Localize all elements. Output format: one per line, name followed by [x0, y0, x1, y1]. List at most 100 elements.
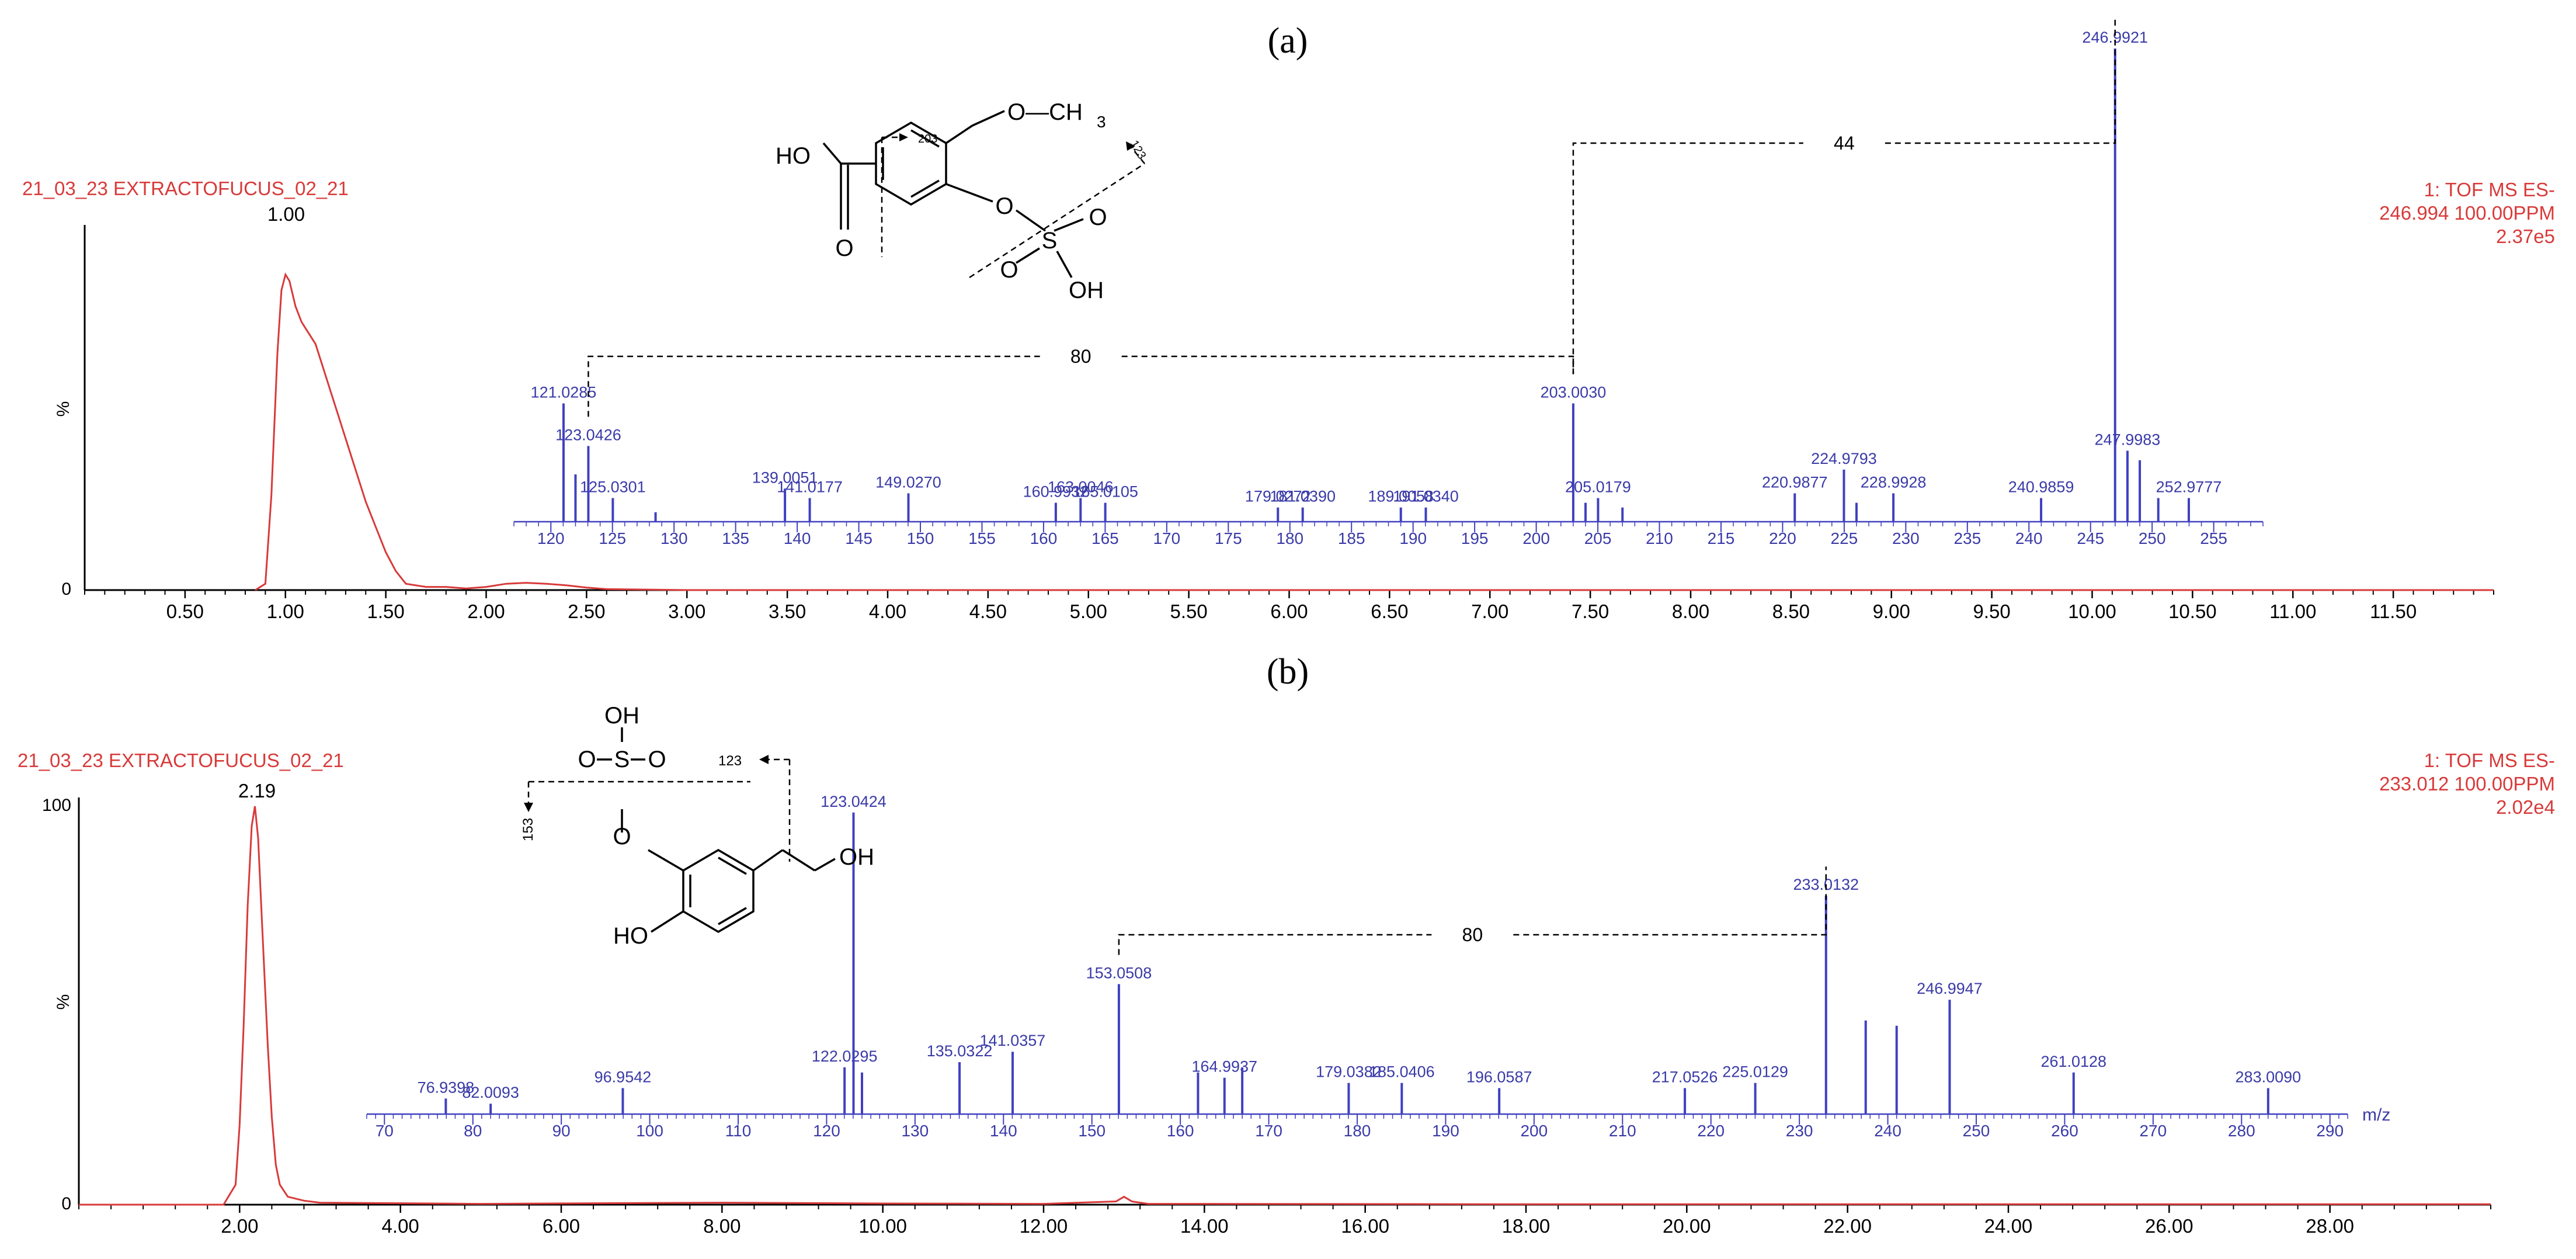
- inset-tick-label: 220: [1769, 529, 1796, 547]
- x-tick-label: 10.50: [2168, 601, 2217, 622]
- inset-tick-label: 145: [845, 529, 872, 547]
- peak-mz-label: 228.9928: [1861, 473, 1927, 491]
- inset-tick-label: 190: [1399, 529, 1427, 547]
- x-tick-label: 8.00: [703, 1215, 741, 1237]
- cleavage-arrow-a2: [1129, 145, 1145, 164]
- x-tick-label: 9.50: [1973, 601, 2011, 622]
- atom-chain-oh-b: OH: [839, 844, 874, 870]
- x-tick-label: 18.00: [1502, 1215, 1551, 1237]
- x-tick-label: 5.00: [1070, 601, 1107, 622]
- atom-so-1-b: O: [648, 747, 666, 772]
- trace-info-a-3: 2.37e5: [2496, 226, 2555, 247]
- panel-b: (b) 21_03_23 EXTRACTOFUCUS_02_21 1: TOF …: [18, 652, 2555, 1237]
- x-tick-label: 6.00: [1270, 601, 1308, 622]
- inset-tick-label: 80: [464, 1122, 482, 1140]
- structure-labels-b: OH O O S O HO OH 153 123: [520, 703, 874, 949]
- bond-ring-methoxy-a: [945, 124, 973, 144]
- bond-methoxy-o-a: [972, 110, 1005, 127]
- inset-tick-label: 70: [376, 1122, 394, 1140]
- y-tick-label-b-0: 0: [61, 1194, 71, 1213]
- atom-so-2-a: O: [1000, 257, 1018, 283]
- peak-mz-label: 121.0285: [531, 384, 597, 401]
- fragment-bracket: [1118, 866, 1827, 955]
- inset-tick-label: 250: [2139, 529, 2166, 547]
- bond-carboxyl-oh-a: [822, 142, 842, 165]
- inset-spectrum-a: 120 125 130 135 140 145 150 155 160 165 170 175 180 1…: [513, 19, 2264, 547]
- fragment-label-a-123: 123: [1128, 138, 1149, 162]
- peak-mz-label: 135.0322: [927, 1042, 993, 1060]
- x-tick-label: 7.50: [1572, 601, 1609, 622]
- peak-mz-label: 179.0382: [1316, 1063, 1382, 1081]
- peak-mz-label: 82.0093: [462, 1084, 519, 1101]
- x-tick-label: 1.50: [367, 601, 405, 622]
- atom-ring-o-b: O: [613, 824, 631, 849]
- x-tick-label: 11.50: [2370, 601, 2417, 622]
- peak-mz-label: 252.9777: [2156, 478, 2222, 496]
- inset-tick-label: 190: [1432, 1122, 1459, 1140]
- ring-double-bond-b2: [718, 907, 747, 925]
- inset-tick-label: 180: [1276, 529, 1303, 547]
- inset-tick-label: 175: [1215, 529, 1242, 547]
- fragment-loss-label: 44: [1834, 133, 1855, 154]
- inset-tick-label: 150: [1078, 1122, 1106, 1140]
- inset-tick-label: 230: [1892, 529, 1920, 547]
- y-axis-label-b: %: [54, 994, 73, 1010]
- inset-tick-label: 140: [784, 529, 811, 547]
- arrowhead-b1: [524, 803, 533, 812]
- fragment-bracket: [1572, 19, 2116, 374]
- arrowhead-a1: [899, 133, 908, 141]
- inset-tick-label: 185: [1338, 529, 1365, 547]
- peak-mz-label: 240.9859: [2008, 478, 2074, 496]
- structure-a: [822, 110, 1145, 279]
- peak-mz-label: 96.9542: [595, 1069, 652, 1086]
- panel-label-b: (b): [1267, 652, 1309, 692]
- x-tick-label: 2.50: [568, 601, 605, 622]
- y-tick-label-a-0: 0: [61, 580, 71, 599]
- x-tick-label: 6.00: [543, 1215, 580, 1237]
- x-tick-label: 14.00: [1180, 1215, 1229, 1237]
- inset-tick-label: 230: [1786, 1122, 1813, 1140]
- bond-s-oh-a: [1056, 251, 1073, 278]
- inset-tick-label: 170: [1153, 529, 1180, 547]
- inset-tick-label: 215: [1708, 529, 1735, 547]
- peak-mz-label: 139.0051: [752, 469, 818, 486]
- x-ticks-a: 0.50 1.00 1.50 2.00 2.50 3.00 3.50 4.00 4.50 5.00…: [84, 590, 2494, 622]
- cleavage-line-a2: [969, 162, 1145, 279]
- trace-info-a-2: 246.994 100.00PPM: [2379, 202, 2555, 224]
- chromatogram-trace-a: [255, 272, 2494, 591]
- x-tick-label: 1.00: [267, 601, 304, 622]
- inset-tick-label: 120: [813, 1122, 840, 1140]
- peak-mz-label: 205.0179: [1565, 478, 1631, 496]
- x-tick-label: 22.00: [1823, 1215, 1872, 1237]
- inset-tick-label: 130: [660, 529, 688, 547]
- sample-name-a: 21_03_23 EXTRACTOFUCUS_02_21: [22, 178, 349, 199]
- inset-tick-label: 235: [1953, 529, 1981, 547]
- peak-mz-label: 283.0090: [2236, 1069, 2302, 1086]
- inset-tick-label: 210: [1646, 529, 1673, 547]
- x-tick-label: 4.50: [969, 601, 1007, 622]
- fragment-annotations-b: 80: [1118, 866, 1827, 955]
- inset-tick-label: 130: [901, 1122, 929, 1140]
- x-tick-label: 16.00: [1341, 1215, 1389, 1237]
- peak-mz-label: 189.0058: [1368, 488, 1434, 505]
- inset-major-ticks-a: 120 125 130 135 140 145 150 155 160 165 170 175 180 1…: [537, 522, 2227, 547]
- peak-mz-label: 196.0587: [1466, 1069, 1532, 1086]
- peak-mz-label: 246.9947: [1917, 980, 1983, 997]
- inset-tick-label: 135: [722, 529, 749, 547]
- bond-ring-oxygen-a: [945, 183, 993, 203]
- trace-info-b-3: 2.02e4: [2496, 796, 2555, 818]
- structure-labels-a: HO O—CH 3 O O S O O OH 203 123: [776, 99, 1148, 303]
- inset-tick-label: 160: [1167, 1122, 1194, 1140]
- peak-mz-label: 224.9793: [1811, 450, 1877, 467]
- fragment-loss-label: 80: [1070, 346, 1091, 367]
- peak-mz-label: 125.0301: [580, 478, 646, 496]
- fragment-label-b-153: 153: [520, 818, 536, 841]
- ring-double-bond-b3: [718, 856, 747, 875]
- inset-tick-label: 220: [1697, 1122, 1725, 1140]
- ring-double-bond-a3: [910, 129, 940, 148]
- bond-s-o2-a: [1016, 247, 1040, 264]
- inset-tick-label: 160: [1030, 529, 1058, 547]
- inset-tick-label: 165: [1091, 529, 1119, 547]
- fragment-annotations-a: 80 44: [587, 19, 2116, 417]
